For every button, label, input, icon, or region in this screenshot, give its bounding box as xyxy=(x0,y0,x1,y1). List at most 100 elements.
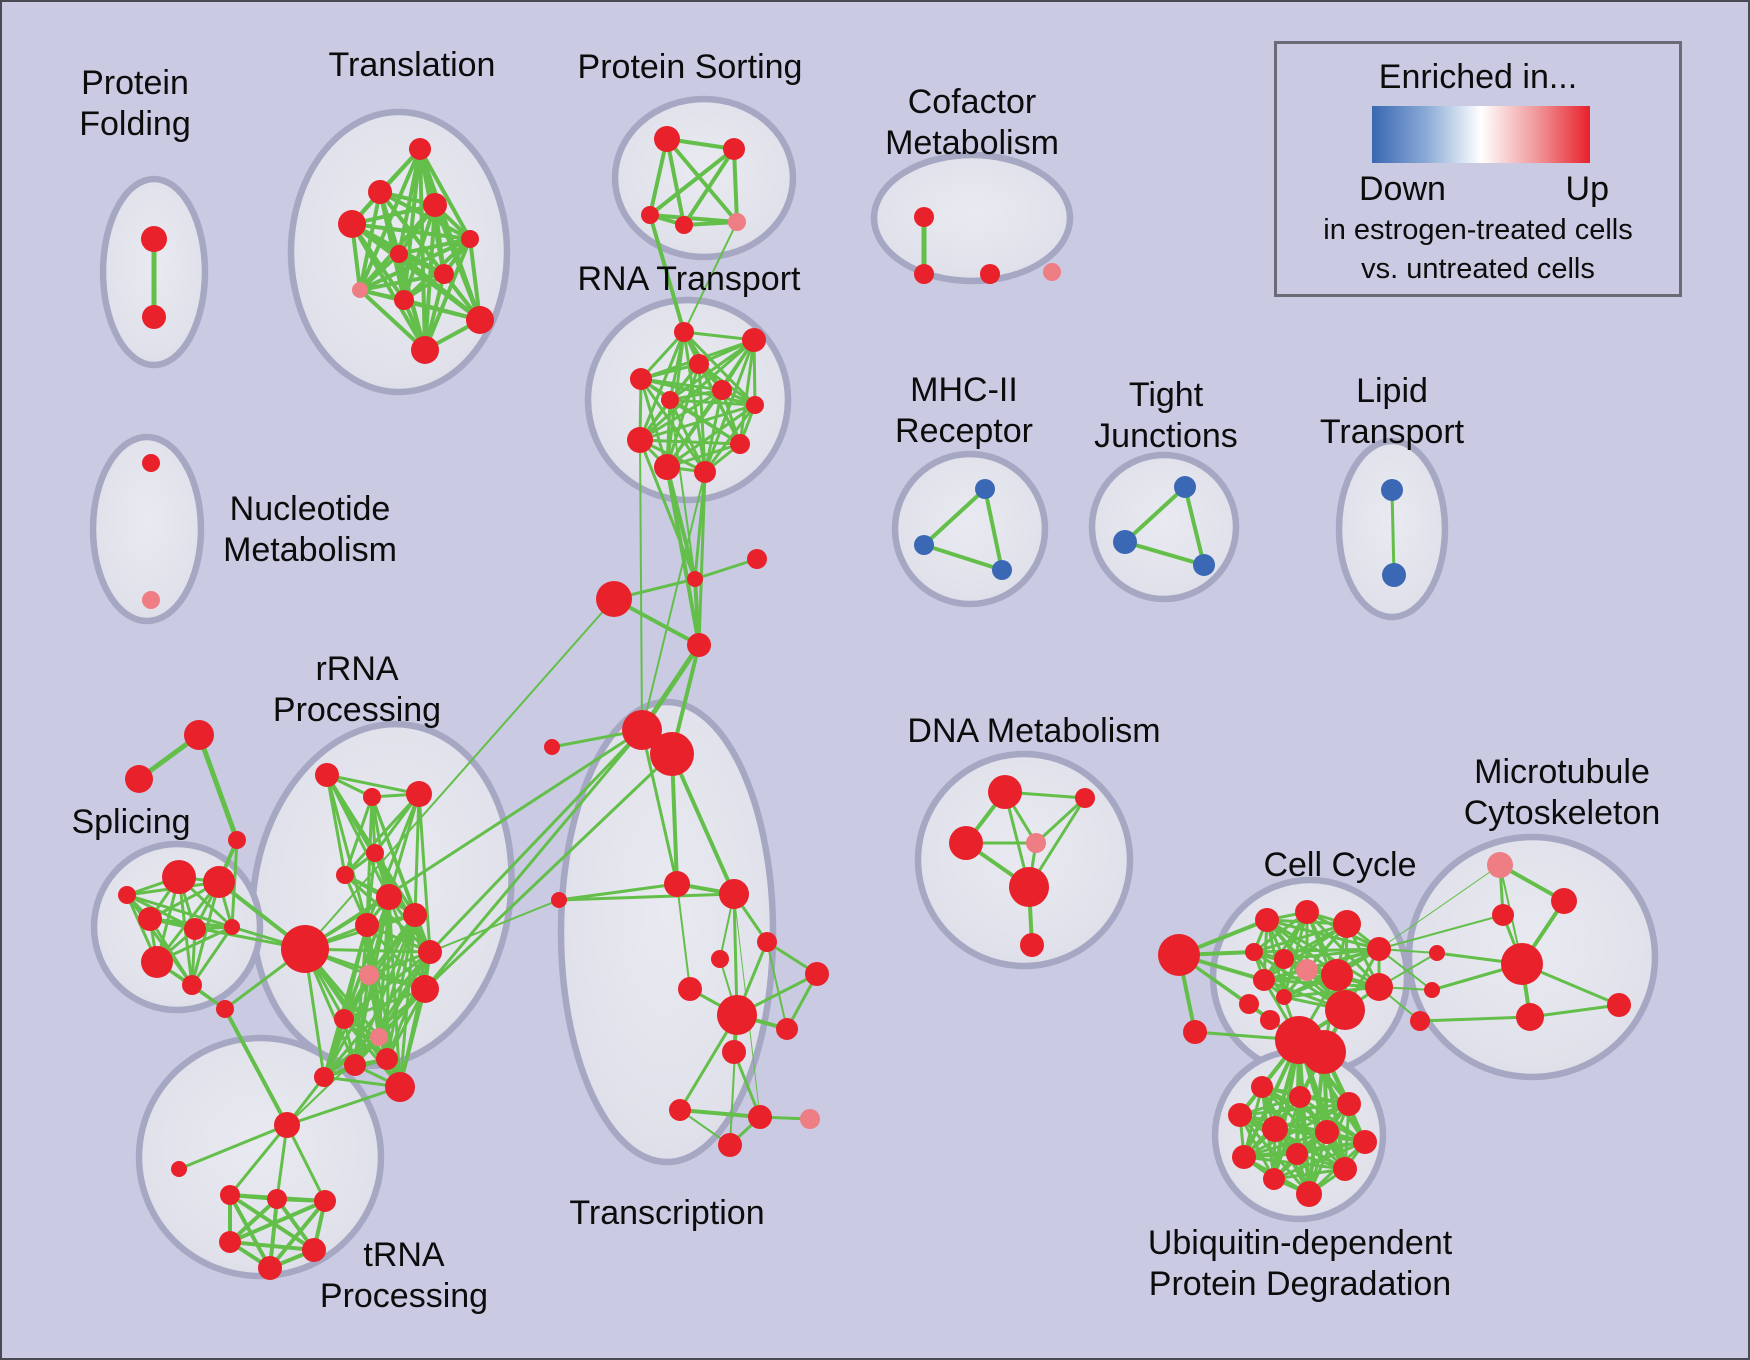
gene-set-node-112 xyxy=(1367,937,1391,961)
gene-set-node-94 xyxy=(805,962,829,986)
gene-set-node-70 xyxy=(376,1048,398,1070)
cluster-ellipse-mhc-ii-receptor xyxy=(891,450,1049,608)
gene-set-node-40 xyxy=(1382,563,1406,587)
gene-set-node-114 xyxy=(1274,949,1294,969)
cluster-label-trna-processing: Processing xyxy=(320,1277,488,1315)
enrichment-edge xyxy=(665,137,739,224)
enrichment-edge xyxy=(639,338,755,442)
cluster-ellipse-nucleotide-metabolism xyxy=(89,433,205,625)
gene-set-node-0 xyxy=(141,226,167,252)
enrichment-edge xyxy=(676,883,691,990)
cluster-label-rna-transport: RNA Transport xyxy=(578,260,802,298)
enrichment-edge xyxy=(732,148,739,223)
gene-set-node-110 xyxy=(1295,900,1319,924)
gene-set-node-50 xyxy=(224,919,240,935)
legend-gradient-bar xyxy=(1372,106,1590,163)
gene-set-node-86 xyxy=(650,732,694,776)
enrichment-edge xyxy=(648,214,686,333)
gene-set-node-115 xyxy=(1296,959,1318,981)
gene-set-node-44 xyxy=(125,765,153,793)
enrichment-edge xyxy=(703,404,757,473)
cluster-ellipse-cofactor-metabolism xyxy=(870,151,1074,285)
enrichment-edge xyxy=(1183,486,1206,566)
gene-set-node-134 xyxy=(1410,1011,1430,1031)
gene-set-node-104 xyxy=(949,826,983,860)
gene-set-node-17 xyxy=(728,213,746,231)
gene-set-node-98 xyxy=(669,1099,691,1121)
cluster-label-trna-processing: tRNA xyxy=(363,1236,445,1274)
enrichment-edge xyxy=(178,1123,288,1171)
enrichment-edge xyxy=(228,1124,289,1196)
gene-set-node-49 xyxy=(184,918,206,940)
enrichment-edge xyxy=(223,1008,289,1126)
gene-set-node-36 xyxy=(1174,476,1196,498)
gene-set-node-129 xyxy=(1429,945,1445,961)
gene-set-node-146 xyxy=(1296,1181,1322,1207)
cluster-ellipse-dna-metabolism xyxy=(914,750,1134,970)
gene-set-node-69 xyxy=(344,1054,366,1076)
gene-set-node-122 xyxy=(1183,1020,1207,1044)
gene-set-node-22 xyxy=(712,380,732,400)
gene-set-node-102 xyxy=(988,775,1022,809)
enrichment-edge xyxy=(326,773,420,796)
gene-set-node-57 xyxy=(406,781,432,807)
enrichment-edge xyxy=(417,793,432,953)
enrichment-edge xyxy=(398,237,471,256)
enrichment-edge xyxy=(1124,540,1205,567)
enrichment-edge xyxy=(1266,918,1380,951)
enrichment-edge xyxy=(229,1199,326,1244)
enrichment-edge xyxy=(190,881,221,986)
gene-set-node-18 xyxy=(674,322,694,342)
enrichment-edge xyxy=(373,852,432,953)
gene-set-node-41 xyxy=(142,454,160,472)
enrichment-edge xyxy=(325,774,369,926)
enrichment-edge xyxy=(343,796,374,876)
gene-set-node-23 xyxy=(661,391,679,409)
enrichment-edge xyxy=(190,926,234,986)
gene-set-node-33 xyxy=(975,479,995,499)
gene-set-node-124 xyxy=(1302,1030,1346,1074)
cluster-label-cofactor-metabolism: Cofactor xyxy=(908,83,1037,121)
enrichment-edge xyxy=(922,487,987,547)
enrichment-edge xyxy=(729,1014,738,1146)
gene-set-node-42 xyxy=(142,591,160,609)
enrichment-edge xyxy=(125,894,194,986)
enrichment-edge xyxy=(668,399,707,473)
gene-set-node-85 xyxy=(622,710,662,750)
gene-set-node-39 xyxy=(1381,479,1403,501)
gene-set-node-11 xyxy=(466,306,494,334)
enrichment-edge xyxy=(1239,1102,1350,1117)
gene-set-node-45 xyxy=(228,831,246,849)
enrichment-edge xyxy=(732,893,739,1016)
cluster-label-nucleotide-metabolism: Nucleotide xyxy=(230,490,391,528)
enrichment-edge xyxy=(358,288,427,352)
enrichment-edge xyxy=(1529,1003,1620,1019)
enrichment-edge xyxy=(558,882,678,902)
gene-set-node-82 xyxy=(747,549,767,569)
enrichment-edge xyxy=(1253,922,1348,954)
enrichment-edge xyxy=(359,272,445,292)
cluster-label-translation: Translation xyxy=(329,46,496,84)
gene-set-node-25 xyxy=(627,427,653,453)
enrichment-edge xyxy=(641,471,706,731)
gene-set-node-29 xyxy=(914,207,934,227)
cluster-label-ubiquitin-degradation: Protein Degradation xyxy=(1149,1265,1451,1303)
enrichment-edge xyxy=(358,191,382,291)
gene-set-node-59 xyxy=(336,866,354,884)
gene-set-node-71 xyxy=(385,1072,415,1102)
gene-set-node-15 xyxy=(641,206,659,224)
gene-set-node-28 xyxy=(694,461,716,483)
gene-set-node-35 xyxy=(992,560,1012,580)
enrichment-edge xyxy=(433,204,482,321)
gene-set-node-83 xyxy=(596,581,632,617)
gene-set-node-65 xyxy=(411,975,439,1003)
cluster-label-tight-junctions: Tight xyxy=(1129,376,1204,414)
gene-set-node-60 xyxy=(376,884,402,910)
gene-set-node-118 xyxy=(1239,994,1259,1014)
gene-set-node-121 xyxy=(1325,990,1365,1030)
cluster-label-lipid-transport: Lipid xyxy=(1356,372,1428,410)
gene-set-node-101 xyxy=(718,1133,742,1157)
gene-set-node-73 xyxy=(274,1112,300,1138)
gene-set-node-8 xyxy=(434,264,454,284)
cluster-label-protein-folding: Protein xyxy=(81,64,189,102)
